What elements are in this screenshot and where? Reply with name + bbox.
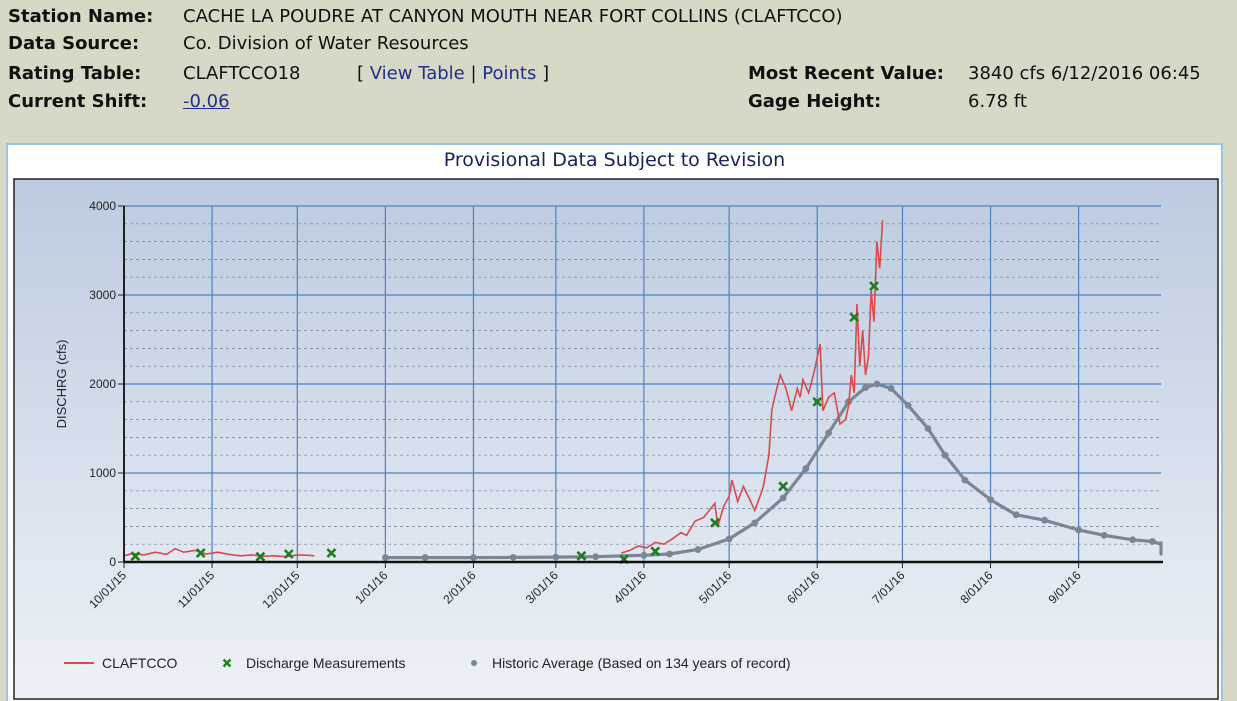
historic-average-point [779, 494, 787, 502]
historic-average-point [1012, 511, 1020, 519]
historic-average-point [509, 553, 517, 561]
historic-average-point [1129, 536, 1136, 544]
historic-average-point [1100, 531, 1108, 539]
rating-links: [ View Table | Points ] [357, 63, 549, 84]
gage-height-value: 6.78 ft [968, 91, 1027, 112]
discharge-measurement-marker [130, 551, 141, 562]
chart-panel: Provisional Data Subject to Revision 10/… [6, 143, 1223, 701]
rating-table-value: CLAFTCCO18 [183, 63, 301, 84]
historic-average-point [987, 496, 994, 504]
current-shift-link[interactable]: -0.06 [183, 91, 230, 112]
link-separator: | [470, 63, 477, 84]
current-shift-label: Current Shift: [8, 91, 148, 112]
y-tick-label: 1000 [89, 466, 116, 480]
historic-average-point [924, 425, 932, 432]
rating-table-label: Rating Table: [8, 63, 142, 84]
historic-average-point [862, 384, 869, 391]
historic-average-point [961, 476, 969, 484]
station-name-label: Station Name: [8, 6, 154, 27]
y-tick-label: 3000 [89, 288, 116, 302]
historic-average-point [887, 385, 895, 392]
gage-height-label: Gage Height: [748, 91, 882, 112]
historic-average-point [1041, 516, 1048, 524]
discharge-measurement-marker [869, 281, 879, 292]
legend-label: CLAFTCCO [102, 655, 178, 671]
historic-average-point [825, 429, 832, 437]
discharge-measurement-marker [283, 549, 294, 559]
historic-average-point [666, 550, 673, 558]
bracket-close: ] [542, 63, 550, 84]
discharge-measurement-marker [195, 548, 206, 559]
station-info: Station Name: CACHE LA POUDRE AT CANYON … [0, 0, 1237, 140]
legend-label: Discharge Measurements [246, 655, 406, 671]
most-recent-value: 3840 cfs 6/12/2016 06:45 [968, 63, 1201, 84]
y-axis-title: DISCHRG (cfs) [54, 340, 69, 429]
data-source-label: Data Source: [8, 33, 140, 54]
historic-average-point [592, 553, 600, 561]
historic-average-point [1075, 526, 1083, 534]
points-link[interactable]: Points [482, 63, 537, 84]
station-name: CACHE LA POUDRE AT CANYON MOUTH NEAR FOR… [183, 6, 843, 27]
discharge-measurement-marker [812, 396, 823, 407]
legend-x-swatch [222, 658, 232, 668]
legend-item: Discharge Measurements [222, 655, 406, 671]
view-table-link[interactable]: View Table [369, 63, 465, 84]
discharge-measurement-marker [576, 550, 587, 561]
most-recent-label: Most Recent Value: [748, 63, 944, 84]
discharge-chart: 10/01/15 11/01/15 12/01/15 1/01/16 2/01/16 3/… [13, 178, 1219, 700]
legend-label: Historic Average (Based on 134 years of … [492, 655, 791, 671]
data-source: Co. Division of Water Resources [183, 33, 469, 54]
legend-item: CLAFTCCO [64, 655, 178, 671]
chart-frame [13, 178, 1219, 700]
historic-average-point [381, 554, 389, 561]
historic-average-point [725, 535, 733, 543]
historic-average-point [904, 401, 912, 409]
y-tick-label: 4000 [89, 199, 116, 213]
historic-average-point [640, 551, 648, 559]
historic-average-point [873, 380, 881, 388]
discharge-measurement-marker [650, 546, 661, 557]
historic-average-point [941, 451, 949, 459]
discharge-measurement-marker [849, 312, 860, 323]
legend-dot-swatch [471, 660, 477, 666]
discharge-measurement-marker [326, 548, 337, 559]
bracket-open: [ [357, 63, 365, 84]
y-tick-label: 0 [109, 555, 116, 569]
historic-average-point [470, 554, 477, 561]
discharge-measurement-marker [255, 551, 266, 562]
historic-average-point [421, 554, 429, 561]
historic-average-point [552, 553, 560, 561]
y-tick-label: 2000 [89, 377, 116, 391]
legend-item: Historic Average (Based on 134 years of … [471, 655, 791, 671]
panel-title: Provisional Data Subject to Revision [443, 149, 786, 171]
historic-average-point [694, 546, 702, 553]
historic-average-point [1149, 538, 1156, 545]
historic-average-point [751, 519, 759, 527]
discharge-measurement-marker [778, 481, 789, 492]
discharge-measurement-marker [710, 517, 720, 528]
historic-average-point [802, 465, 810, 472]
